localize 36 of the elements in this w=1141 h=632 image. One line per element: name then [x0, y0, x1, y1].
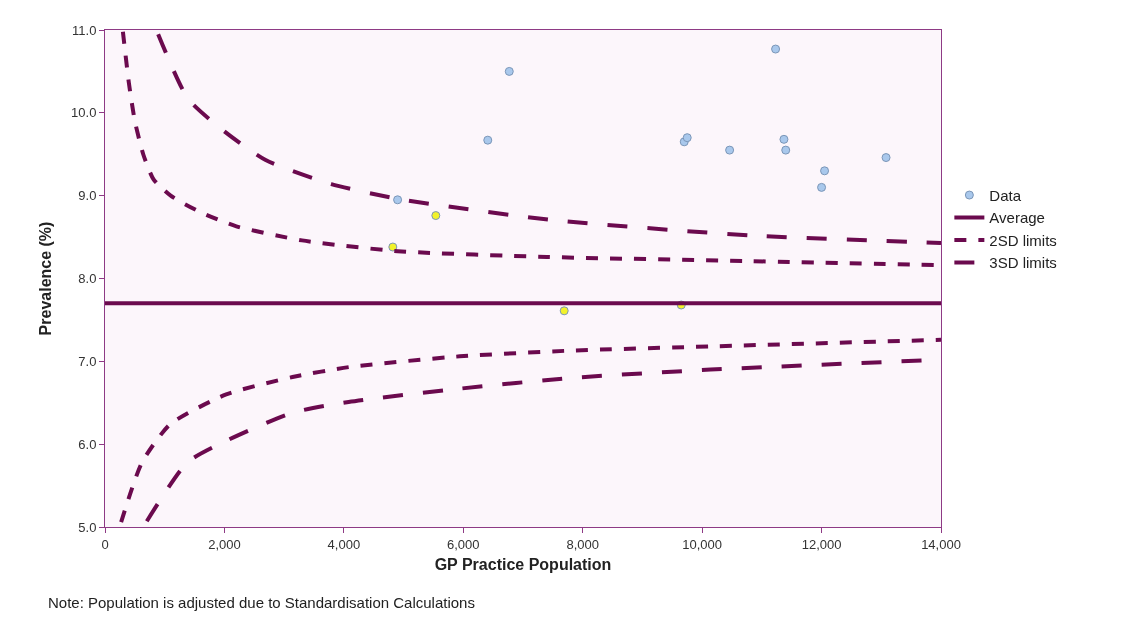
- point: [393, 195, 403, 205]
- point: [682, 133, 692, 143]
- x-tick-label: 6,000: [447, 536, 480, 552]
- y-tick-label: 10.0: [71, 105, 97, 121]
- point: [559, 306, 569, 316]
- legend-label: Average: [989, 209, 1045, 227]
- x-axis-title: GP Practice Population: [434, 556, 612, 574]
- point: [504, 66, 514, 76]
- point: [483, 135, 493, 145]
- point: [388, 242, 398, 252]
- x-tick-label: 14,000: [921, 536, 961, 552]
- x-tick-label: 12,000: [801, 536, 842, 552]
- x-tick-label: 10,000: [682, 536, 723, 552]
- point: [820, 166, 830, 176]
- x-tick-label: 0: [101, 536, 109, 552]
- x-tick-label: 8,000: [566, 536, 599, 552]
- point: [817, 182, 827, 192]
- y-tick-label: 9.0: [78, 188, 97, 204]
- y-tick-label: 7.0: [78, 353, 97, 369]
- y-tick-label: 6.0: [78, 436, 97, 452]
- legend-label: 2SD limits: [989, 231, 1057, 249]
- y-tick-label: 5.0: [78, 519, 97, 535]
- x-tick-label: 2,000: [208, 536, 241, 552]
- legend-label: Data: [989, 186, 1022, 204]
- point: [431, 211, 441, 221]
- text: Note: Population is adjusted due to Standardisation Calculations: [48, 594, 475, 611]
- point: [779, 134, 789, 144]
- y-tick-label: 11.0: [72, 22, 97, 38]
- x-tick-label: 4,000: [327, 536, 361, 552]
- y-axis-title: Prevalence (%): [36, 221, 54, 336]
- point: [771, 44, 781, 54]
- point: [725, 145, 735, 155]
- legend-label: 3SD limits: [989, 254, 1057, 272]
- point: [881, 153, 891, 163]
- y-tick-label: 8.0: [78, 271, 97, 287]
- point: [781, 145, 791, 155]
